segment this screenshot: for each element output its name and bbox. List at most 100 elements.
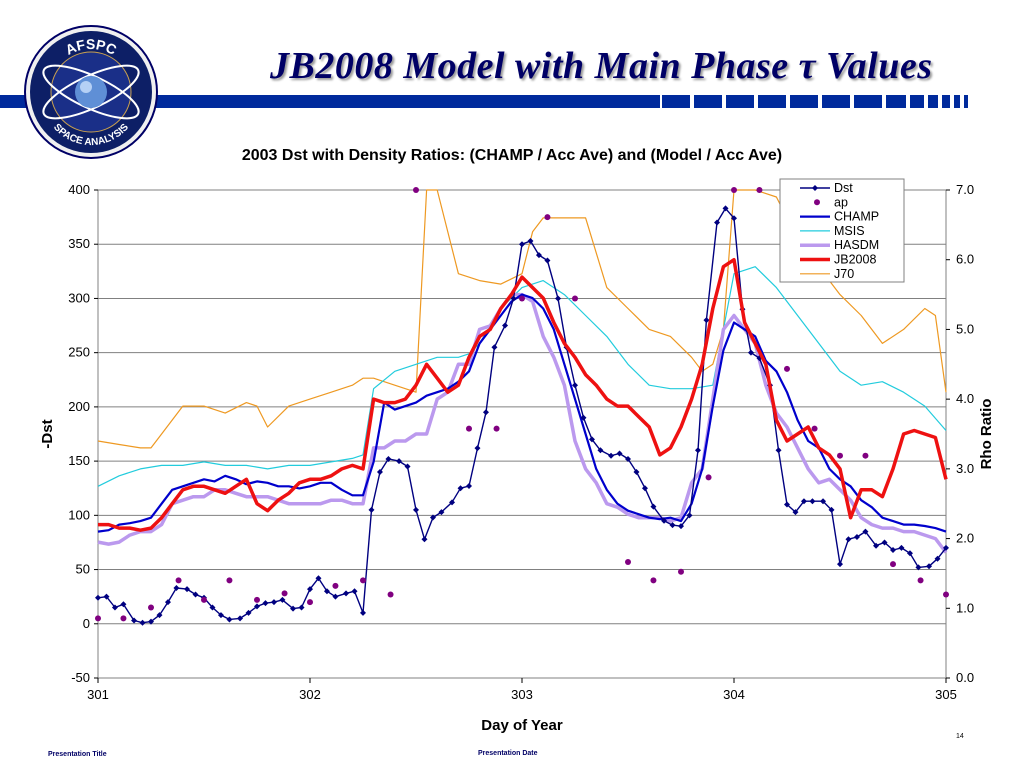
ap-point [175, 577, 182, 584]
banner-block-7 [854, 95, 882, 108]
dst-point [837, 561, 843, 568]
x-tick-label: 305 [935, 687, 957, 702]
dst-point [396, 458, 403, 465]
dst-point [597, 447, 604, 454]
y-right-tick-label: 3.0 [956, 461, 974, 476]
ap-point [544, 214, 551, 221]
dst-point [139, 619, 146, 626]
legend-label-dst: Dst [834, 181, 853, 195]
dst-point [307, 586, 313, 593]
x-axis-title: Day of Year [481, 717, 563, 734]
dst-point [491, 344, 498, 351]
y-right-tick-label: 4.0 [956, 391, 974, 406]
dst-point [881, 539, 888, 546]
page-number: 14 [956, 733, 964, 740]
dst-point [527, 237, 534, 244]
dst-point [608, 452, 615, 459]
ap-point [201, 596, 207, 603]
dst-point [449, 499, 456, 506]
dst-point [722, 205, 729, 212]
dst-point [237, 615, 244, 622]
dst-point [519, 241, 525, 248]
banner-block-11 [942, 95, 950, 108]
dst-point [731, 215, 737, 222]
banner-block-9 [910, 95, 924, 108]
dst-point [429, 514, 436, 521]
y-left-tick-label: 50 [76, 562, 90, 577]
dst-point [376, 468, 383, 475]
banner-block-13 [964, 95, 968, 108]
dst-point [502, 322, 509, 329]
tick-labels: -50 0 50 100 150 200 250 300 350 400 0.0 1.0 2.0 3.0 4… [68, 182, 974, 702]
dst-point [747, 349, 754, 356]
logo-top-text: AFSPC [63, 36, 119, 58]
y-right-tick-label: 5.0 [956, 321, 974, 336]
dst-point [890, 547, 896, 554]
dst-point [156, 612, 163, 619]
dst-point [853, 534, 860, 541]
dst-point [873, 542, 880, 549]
banner-block-5 [790, 95, 818, 108]
dst-point [120, 601, 127, 608]
banner-block-6 [822, 95, 850, 108]
dst-point [385, 455, 392, 462]
dst-point [279, 596, 286, 603]
dst-point [482, 409, 489, 416]
footer-presentation-title: Presentation Title [48, 751, 107, 758]
footer-presentation-date: Presentation Date [478, 750, 538, 757]
ap-point [837, 452, 843, 459]
dst-point [669, 522, 676, 529]
ap-point [917, 577, 924, 584]
ap-point [332, 582, 339, 589]
dst-point [298, 604, 305, 611]
dst-point [580, 414, 587, 421]
dst-point [184, 586, 191, 593]
dst-point [544, 257, 551, 264]
ap-point [943, 591, 949, 598]
ap-point [784, 365, 790, 372]
dst-point [290, 605, 297, 612]
ap-point [360, 577, 366, 584]
dst-point [192, 591, 199, 598]
dst-point [845, 536, 852, 543]
y-right-tick-label: 0.0 [956, 670, 974, 685]
ap-point [678, 568, 684, 575]
y-left-tick-label: 250 [68, 345, 90, 360]
dst-point [421, 536, 428, 543]
ap-point [862, 452, 869, 459]
banner-block-4 [758, 95, 786, 108]
dst-point [641, 485, 648, 492]
dst-point [535, 252, 542, 259]
dst-point [633, 468, 640, 475]
ap-point [811, 425, 818, 432]
dst-point [828, 506, 835, 513]
dst-point [934, 555, 941, 562]
ap-point [705, 474, 712, 481]
dst-point [209, 604, 216, 611]
dst-point [809, 498, 816, 505]
dst-point [323, 588, 330, 595]
legend-label-j70: J70 [834, 267, 854, 281]
chart-title: 2003 Dst with Density Ratios: (CHAMP / A… [242, 147, 782, 164]
y-left-tick-label: 300 [68, 290, 90, 305]
dst-point [226, 616, 233, 623]
dst-point [270, 599, 277, 606]
dst-point [103, 593, 110, 600]
dst-point [404, 463, 411, 470]
dst-point [616, 450, 623, 457]
y-left-tick-label: 100 [68, 507, 90, 522]
dst-point [784, 501, 790, 508]
ap-point [519, 295, 525, 302]
dst-point [131, 617, 138, 624]
dst-point [474, 445, 481, 452]
ap-point [281, 590, 288, 597]
dst-point [360, 609, 366, 616]
x-tick-label: 302 [299, 687, 321, 702]
legend-label-champ: CHAMP [834, 210, 879, 224]
dst-point [315, 575, 322, 582]
banner-block-10 [928, 95, 938, 108]
ap-point [307, 599, 313, 606]
dst-point [862, 528, 869, 535]
ap-point [226, 577, 233, 584]
